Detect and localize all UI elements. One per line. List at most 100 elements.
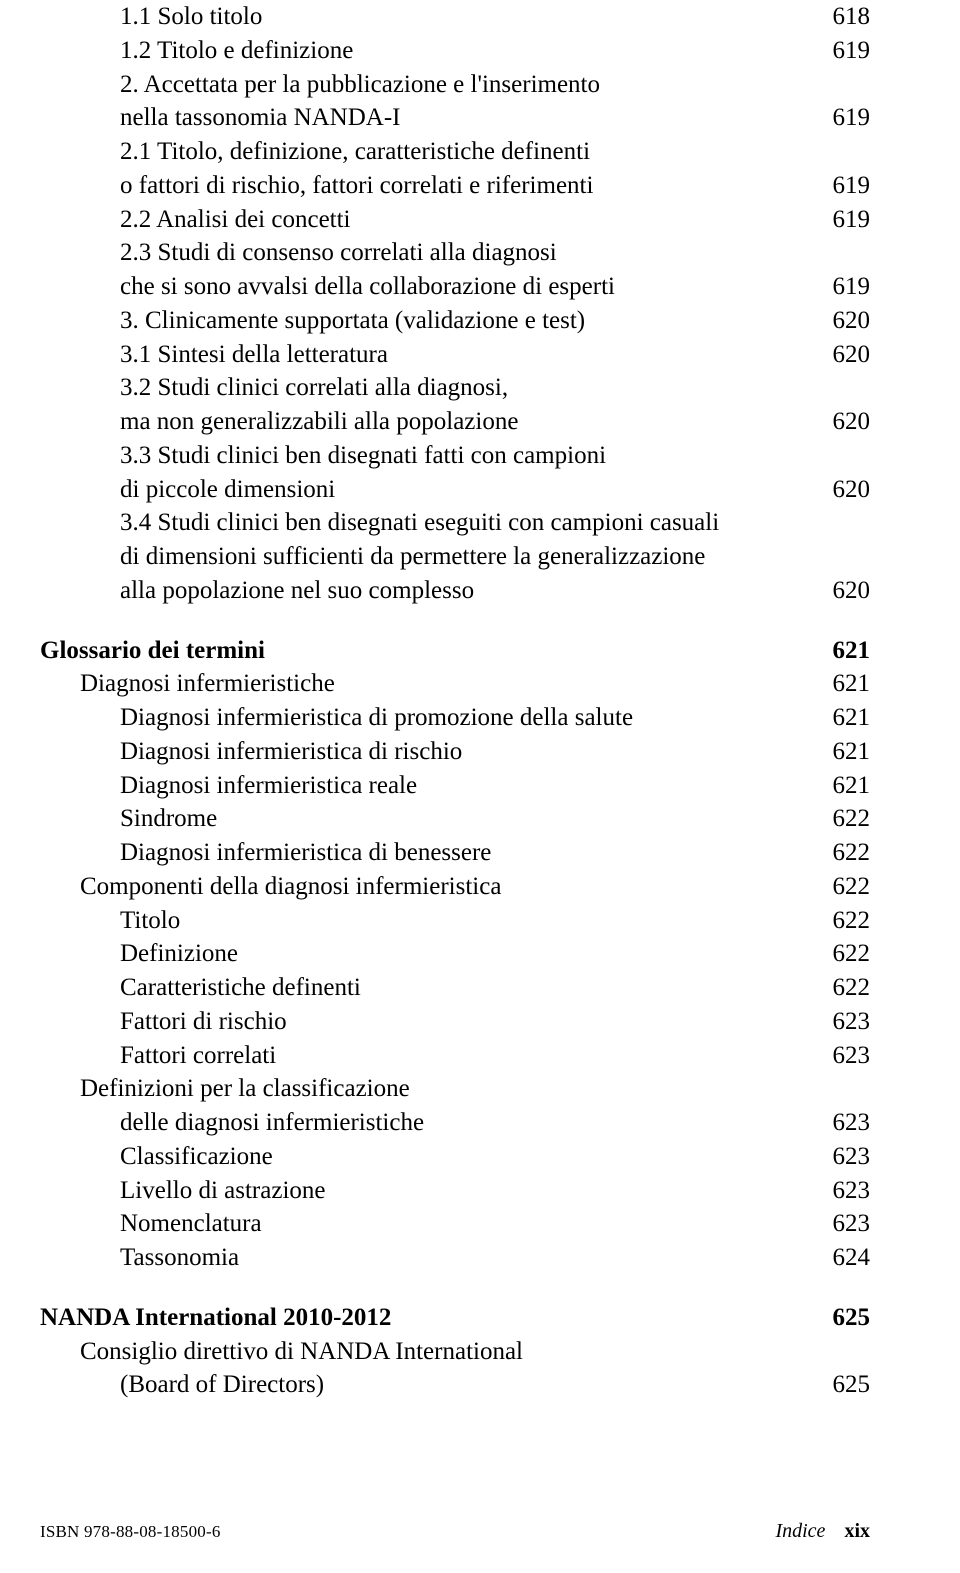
toc-entry: Definizioni per la classificazione (40, 1072, 870, 1106)
toc-label: Sindrome (120, 802, 833, 836)
toc-page: 622 (833, 904, 871, 938)
toc-label: 2. Accettata per la pubblicazione e l'in… (120, 68, 870, 102)
toc-entry: Sindrome 622 (40, 802, 870, 836)
toc-label: Titolo (120, 904, 833, 938)
toc-entry-cont: nella tassonomia NANDA-I 619 (40, 101, 870, 135)
toc-page: 619 (833, 203, 871, 237)
toc-label: (Board of Directors) (120, 1368, 833, 1402)
toc-label: 3.3 Studi clinici ben disegnati fatti co… (120, 439, 870, 473)
toc-label: Caratteristiche definenti (120, 971, 833, 1005)
toc-entry: Classificazione 623 (40, 1140, 870, 1174)
toc-page: 621 (833, 634, 871, 668)
toc-page: 619 (833, 270, 871, 304)
toc-block-top: 1.1 Solo titolo 618 1.2 Titolo e definiz… (40, 0, 870, 608)
footer-right: Indice xix (775, 1520, 870, 1543)
toc-label: Diagnosi infermieristiche (80, 667, 833, 701)
toc-entry: 3.1 Sintesi della letteratura 620 (40, 338, 870, 372)
toc-page: 621 (833, 667, 871, 701)
toc-page: 623 (833, 1140, 871, 1174)
toc-label: Fattori di rischio (120, 1005, 833, 1039)
toc-label: 2.2 Analisi dei concetti (120, 203, 833, 237)
toc-entry: 1.1 Solo titolo 618 (40, 0, 870, 34)
toc-label: Diagnosi infermieristica di promozione d… (120, 701, 833, 735)
toc-entry: Diagnosi infermieristica reale 621 (40, 769, 870, 803)
toc-page: 624 (833, 1241, 871, 1275)
toc-label: Consiglio direttivo di NANDA Internation… (80, 1335, 870, 1369)
toc-page: 620 (833, 405, 871, 439)
folio: xix (844, 1520, 870, 1542)
toc-label: 2.3 Studi di consenso correlati alla dia… (120, 236, 870, 270)
toc-entry: Titolo 622 (40, 904, 870, 938)
isbn: ISBN 978-88-08-18500-6 (40, 1522, 221, 1542)
toc-page: 620 (833, 473, 871, 507)
toc-page: 621 (833, 769, 871, 803)
section-heading: NANDA International 2010-2012 625 (40, 1301, 870, 1335)
toc-label: Classificazione (120, 1140, 833, 1174)
spacer (40, 608, 870, 634)
toc-label: Diagnosi infermieristica di benessere (120, 836, 833, 870)
section-heading: Glossario dei termini 621 (40, 634, 870, 668)
page: 1.1 Solo titolo 618 1.2 Titolo e definiz… (0, 0, 960, 1573)
toc-entry: 2. Accettata per la pubblicazione e l'in… (40, 68, 870, 102)
toc-page: 625 (833, 1301, 871, 1335)
toc-entry: Fattori di rischio 623 (40, 1005, 870, 1039)
toc-label: 3.2 Studi clinici correlati alla diagnos… (120, 371, 870, 405)
toc-page: 622 (833, 971, 871, 1005)
toc-entry-cont: di dimensioni sufficienti da permettere … (40, 540, 870, 574)
toc-entry: 2.1 Titolo, definizione, caratteristiche… (40, 135, 870, 169)
toc-entry: 3.4 Studi clinici ben disegnati eseguiti… (40, 506, 870, 540)
toc-label: ma non generalizzabili alla popolazione (120, 405, 833, 439)
toc-label: 1.2 Titolo e definizione (120, 34, 833, 68)
toc-entry: 3.3 Studi clinici ben disegnati fatti co… (40, 439, 870, 473)
toc-label: nella tassonomia NANDA-I (120, 101, 833, 135)
toc-entry: Diagnosi infermieristica di promozione d… (40, 701, 870, 735)
toc-label: 1.1 Solo titolo (120, 0, 833, 34)
spacer (40, 1275, 870, 1301)
toc-label: Diagnosi infermieristica di rischio (120, 735, 833, 769)
toc-label: 2.1 Titolo, definizione, caratteristiche… (120, 135, 870, 169)
toc-entry-cont: o fattori di rischio, fattori correlati … (40, 169, 870, 203)
toc-entry: 2.2 Analisi dei concetti 619 (40, 203, 870, 237)
toc-page: 619 (833, 101, 871, 135)
toc-entry-cont: delle diagnosi infermieristiche 623 (40, 1106, 870, 1140)
toc-label: NANDA International 2010-2012 (40, 1301, 833, 1335)
toc-entry: 2.3 Studi di consenso correlati alla dia… (40, 236, 870, 270)
toc-page: 623 (833, 1207, 871, 1241)
toc-label: 3.4 Studi clinici ben disegnati eseguiti… (120, 506, 870, 540)
toc-page: 622 (833, 836, 871, 870)
toc-entry: Componenti della diagnosi infermieristic… (40, 870, 870, 904)
toc-label: Nomenclatura (120, 1207, 833, 1241)
toc-entry: Diagnosi infermieristica di benessere 62… (40, 836, 870, 870)
toc-block-nanda: NANDA International 2010-2012 625 Consig… (40, 1301, 870, 1402)
toc-page: 620 (833, 338, 871, 372)
toc-label: di dimensioni sufficienti da permettere … (120, 540, 870, 574)
footer: ISBN 978-88-08-18500-6 Indice xix (40, 1520, 870, 1543)
toc-page: 619 (833, 169, 871, 203)
toc-entry: Caratteristiche definenti 622 (40, 971, 870, 1005)
toc-page: 623 (833, 1005, 871, 1039)
toc-entry: Diagnosi infermieristiche 621 (40, 667, 870, 701)
toc-label: alla popolazione nel suo complesso (120, 574, 833, 608)
toc-page: 623 (833, 1106, 871, 1140)
toc-page: 621 (833, 701, 871, 735)
index-label: Indice (775, 1520, 825, 1542)
toc-entry: 3. Clinicamente supportata (validazione … (40, 304, 870, 338)
toc-entry: Livello di astrazione 623 (40, 1174, 870, 1208)
toc-entry-cont: ma non generalizzabili alla popolazione … (40, 405, 870, 439)
toc-entry: Consiglio direttivo di NANDA Internation… (40, 1335, 870, 1369)
toc-label: 3.1 Sintesi della letteratura (120, 338, 833, 372)
toc-page: 620 (833, 574, 871, 608)
toc-label: che si sono avvalsi della collaborazione… (120, 270, 833, 304)
toc-entry-cont: di piccole dimensioni 620 (40, 473, 870, 507)
toc-label: Livello di astrazione (120, 1174, 833, 1208)
toc-page: 619 (833, 34, 871, 68)
toc-label: Componenti della diagnosi infermieristic… (80, 870, 833, 904)
toc-entry: Nomenclatura 623 (40, 1207, 870, 1241)
toc-page: 620 (833, 304, 871, 338)
toc-entry-cont: che si sono avvalsi della collaborazione… (40, 270, 870, 304)
toc-label: Diagnosi infermieristica reale (120, 769, 833, 803)
toc-block-glossario: Glossario dei termini 621 Diagnosi infer… (40, 634, 870, 1275)
toc-entry: Definizione 622 (40, 937, 870, 971)
toc-page: 625 (833, 1368, 871, 1402)
toc-label: Fattori correlati (120, 1039, 833, 1073)
